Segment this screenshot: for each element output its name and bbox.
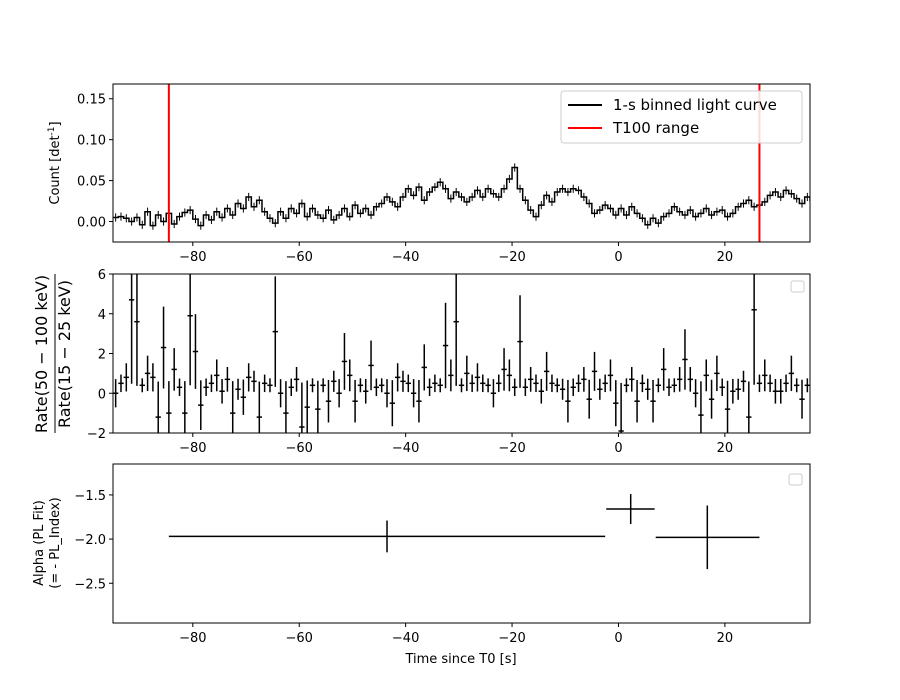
hardness-legend-box	[790, 280, 805, 293]
pl-index-xtick-label: −80	[179, 631, 206, 646]
pl-legend-box	[788, 473, 803, 486]
pl-index-xtick-label: −40	[392, 631, 419, 646]
light-curve-frame	[112, 83, 811, 243]
pl-index-xtick-label: −60	[286, 631, 313, 646]
pl-index-ytick-label: −2.5	[74, 577, 106, 592]
light-curve-ytick-label: 0.15	[77, 93, 106, 108]
pl-index-ytick-label: −2.0	[74, 533, 106, 548]
light-curve-ytick-label: 0.00	[77, 216, 106, 231]
pl-index-xtick-label: 0	[614, 631, 622, 646]
hardness-xtick-label: −20	[498, 441, 525, 456]
pl-index-xtick-label: 20	[717, 631, 734, 646]
pl-index-xlabel: Time since T0 [s]	[404, 652, 516, 667]
hardness-xtick-label: 0	[614, 441, 622, 456]
hardness-xtick-label: 20	[717, 441, 734, 456]
pl-index-ylabel-line2: (= - PL_Index)	[48, 497, 63, 588]
light-curve-xtick-label: −60	[286, 250, 313, 265]
light-curve-xtick-label: −40	[392, 250, 419, 265]
hardness-xtick-label: −60	[286, 441, 313, 456]
light-curve-ytick-label: 0.05	[77, 175, 106, 190]
hardness-xtick-label: −80	[179, 441, 206, 456]
hardness-ratio-ylabel: Rate(50 − 100 keV) Rate(15 − 25 keV)	[32, 274, 74, 433]
light-curve-xtick-label: −80	[179, 250, 206, 265]
pl-index-xtick-label: −20	[498, 631, 525, 646]
legend-label-t100: T100 range	[612, 119, 699, 137]
hardness-ytick-label: −2	[87, 427, 106, 442]
hardness-ytick-label: 0	[98, 387, 106, 402]
pl-index-ytick-label: −1.5	[74, 489, 106, 504]
light-curve-ylabel: Count [det-1]	[47, 121, 63, 204]
ylabel-numerator: Rate(50 − 100 keV)	[32, 275, 51, 433]
pl-index-panel: −80 −60 −40 −20 0 20 −1.5 −2.0 −2.5 Alpha (PL Fi…	[32, 463, 811, 667]
pl-index-frame	[112, 463, 811, 624]
light-curve-xtick-label: −20	[498, 250, 525, 265]
hardness-ytick-label: 2	[98, 348, 106, 363]
light-curve-ytick-label: 0.10	[77, 134, 106, 149]
light-curve-panel: −80 −60 −40 −20 0 20 0.00 0.05 0.10 0.15 Count [d…	[47, 83, 811, 265]
legend-label-light-curve: 1-s binned light curve	[613, 96, 777, 114]
hardness-ytick-label: 4	[98, 308, 106, 323]
hardness-ratio-frame	[112, 273, 811, 434]
pl-index-ylabel-line1: Alpha (PL Fit)	[32, 500, 47, 586]
light-curve-xtick-label: 20	[717, 250, 734, 265]
light-curve-legend: 1-s binned light curve T100 range	[560, 90, 803, 144]
ylabel-denominator: Rate(15 − 25 keV)	[55, 280, 74, 428]
light-curve-line	[113, 166, 810, 227]
hardness-xtick-label: −40	[392, 441, 419, 456]
light-curve-xtick-label: 0	[614, 250, 622, 265]
hardness-ytick-label: 6	[98, 268, 106, 283]
